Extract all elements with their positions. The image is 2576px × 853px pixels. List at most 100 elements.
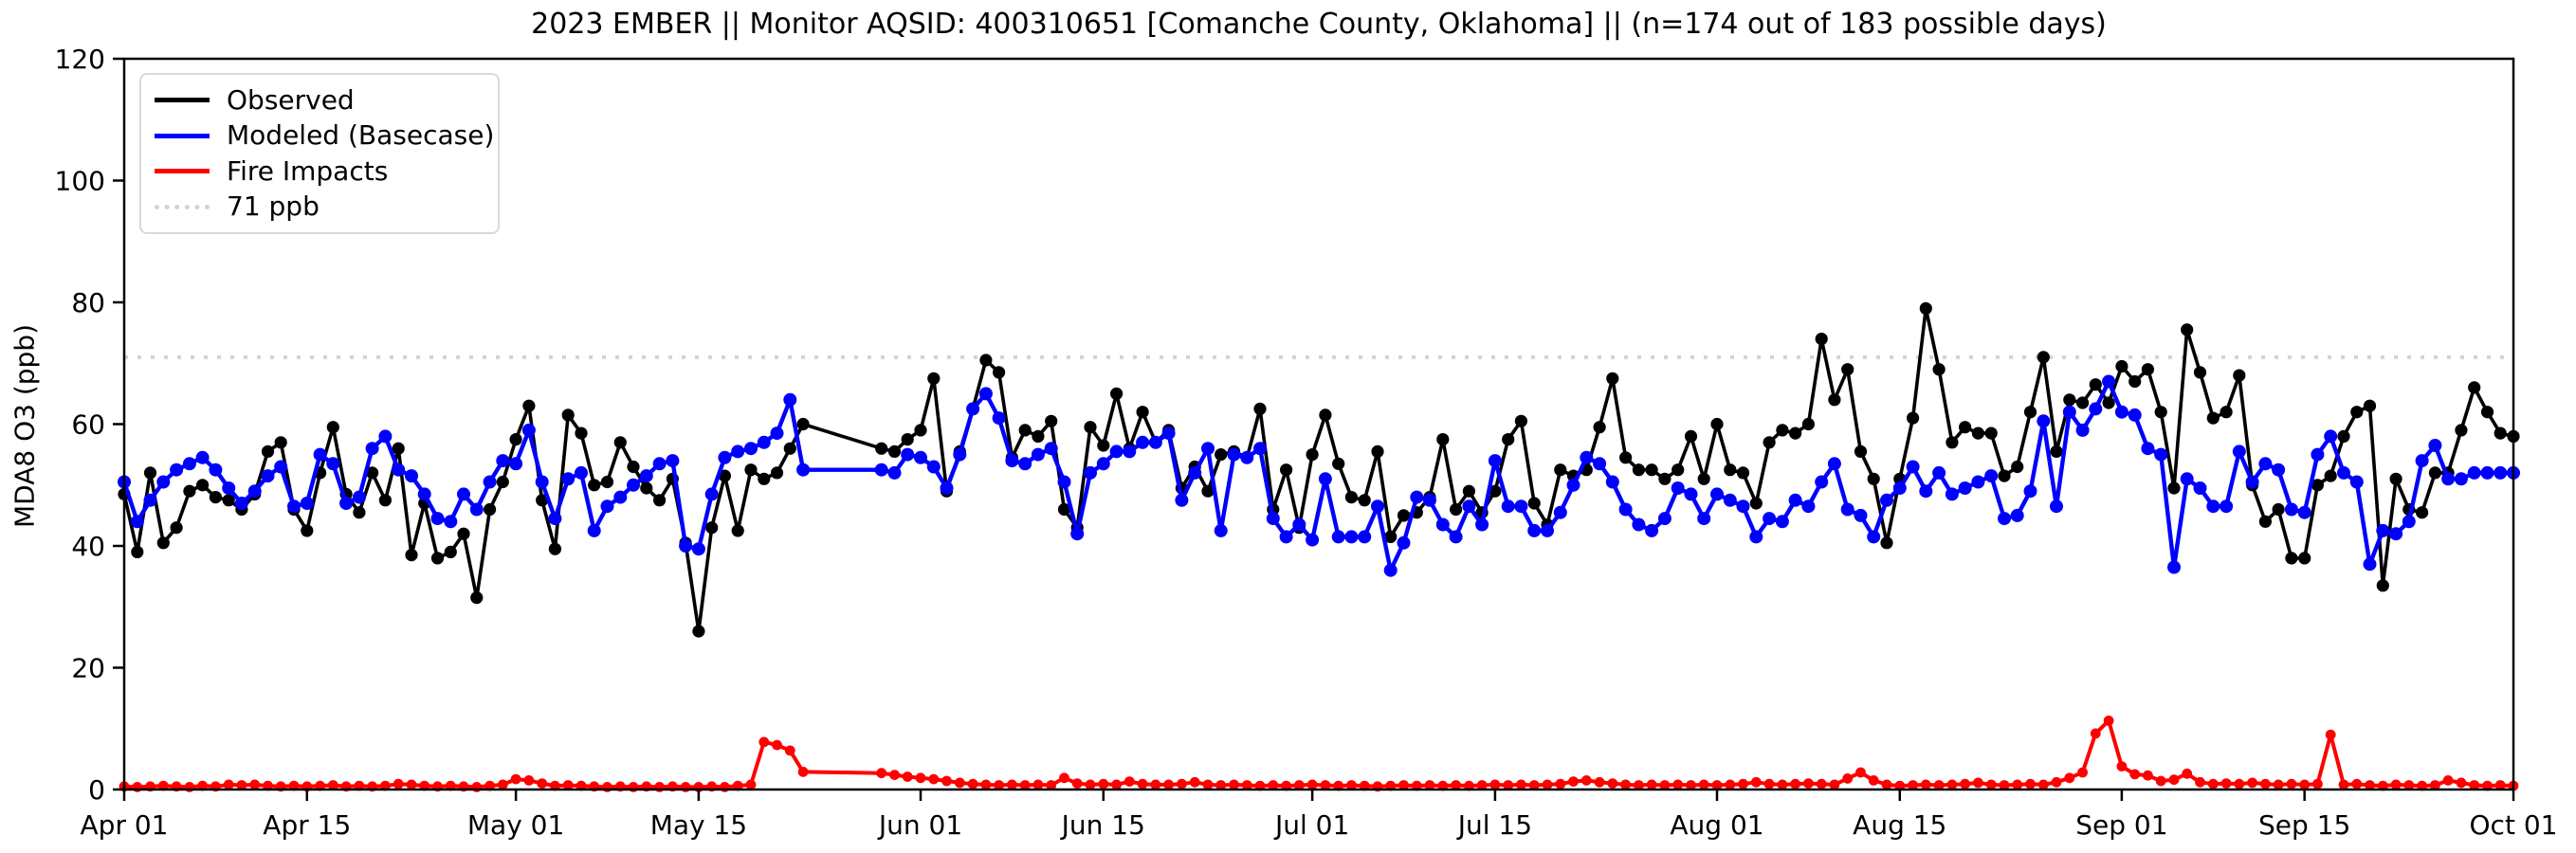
observed-point [1384,530,1398,544]
observed-point [1397,509,1411,522]
observed-point [2468,381,2481,394]
modeled-basecase-point [2415,454,2429,468]
fire-impacts-point [2155,775,2166,787]
observed-point [1697,472,1710,485]
y-tick-label: 100 [55,166,105,197]
observed-point [2011,460,2024,474]
modeled-basecase-point [2206,499,2220,514]
fire-impacts-point [1007,779,1017,790]
fire-impacts-point [2456,777,2467,789]
observed-point [887,445,902,458]
observed-point [1344,491,1358,504]
x-tick-label: Sep 01 [2075,809,2167,841]
fire-impacts-point [1555,778,1566,789]
modeled-basecase-point [1201,442,1215,456]
observed-point [2324,469,2337,482]
fire-impacts-point [1177,778,1187,789]
observed-point [2154,406,2167,419]
observed-point [1984,426,1998,440]
fire-impacts-point [2168,774,2180,786]
fire-impacts-point [2312,778,2323,789]
modeled-basecase-point [953,447,967,462]
modeled-basecase-point [2441,472,2456,486]
observed-point [561,408,575,422]
fire-impacts-point [1763,778,1775,789]
modeled-basecase-point [274,460,288,474]
modeled-basecase-point [1148,435,1162,449]
modeled-basecase-point [2089,402,2103,416]
modeled-basecase-point [1541,523,1554,537]
fire-impacts-point [2338,779,2349,790]
fire-impacts-point [1855,767,1866,778]
fire-impacts-point [1489,779,1501,790]
observed-point [1057,502,1071,517]
modeled-basecase-point [521,423,536,437]
modeled-basecase-point [1945,487,1959,501]
modeled-basecase-point [2062,405,2076,419]
observed-point [405,549,418,562]
modeled-basecase-point [378,429,393,444]
modeled-basecase-point [887,465,902,480]
fire-impacts-point [1046,780,1057,790]
modeled-basecase-point [1175,493,1189,507]
modeled-basecase-point [1593,457,1607,471]
modeled-basecase-point [143,493,157,507]
modeled-basecase-point [1214,523,1228,537]
observed-point [2480,406,2494,419]
observed-point [600,475,614,489]
observed-point [496,475,509,489]
modeled-basecase-point [1383,563,1398,577]
fire-impacts-point [1790,778,1800,789]
observed-point [1907,411,1920,425]
fire-impacts-point [327,780,338,790]
modeled-basecase-point [1306,533,1320,547]
modeled-basecase-point [901,447,915,462]
fire-impacts-point [1842,773,1854,784]
x-tick-label: Aug 15 [1853,809,1946,841]
observed-point [2023,406,2037,419]
observed-point [2063,393,2076,407]
modeled-basecase-point [287,499,301,514]
observed-point [2181,323,2194,336]
fire-impacts-point [1528,780,1540,790]
observed-point [2233,369,2246,382]
modeled-basecase-point [2402,515,2416,529]
observed-point [1527,497,1541,510]
observed-point [1489,484,1502,498]
modeled-basecase-point [2363,557,2377,572]
fire-impacts-point [2365,780,2375,790]
fire-impacts-point [1646,779,1657,790]
fire-impacts-point [2234,778,2245,789]
modeled-basecase-point [1854,508,1868,522]
modeled-basecase-point [2141,442,2155,456]
observed-point [1084,421,1097,434]
y-tick-label: 40 [71,531,105,562]
fire-impacts-point [1059,772,1069,784]
fire-impacts-point [2116,761,2128,771]
observed-point [522,399,536,412]
observed-point [2416,506,2429,519]
fire-impacts-point [2273,779,2284,790]
fire-impacts-point [1124,776,1135,787]
modeled-basecase-point [392,463,406,477]
modeled-basecase-point [1645,523,1659,537]
fire-impacts-point [784,745,795,756]
x-tick-label: Oct 01 [2470,809,2558,841]
observed-point [1502,433,1515,446]
fire-impacts-point [902,771,913,782]
modeled-basecase-point [1227,447,1241,462]
modeled-basecase-point [195,450,210,464]
fire-impacts-point [1215,780,1227,790]
x-tick-label: May 15 [650,809,747,841]
modeled-basecase-point [2389,527,2403,541]
observed-point [1018,424,1032,437]
modeled-basecase-point [234,497,248,510]
fire-impacts-point [236,780,247,790]
modeled-basecase-point [2050,499,2063,514]
fire-impacts-point [406,779,417,790]
legend-label: Fire Impacts [227,154,389,187]
modeled-basecase-point [1397,535,1411,550]
modeled-basecase-point [1488,454,1502,468]
modeled-basecase-point [2311,447,2325,462]
observed-point [927,372,941,385]
